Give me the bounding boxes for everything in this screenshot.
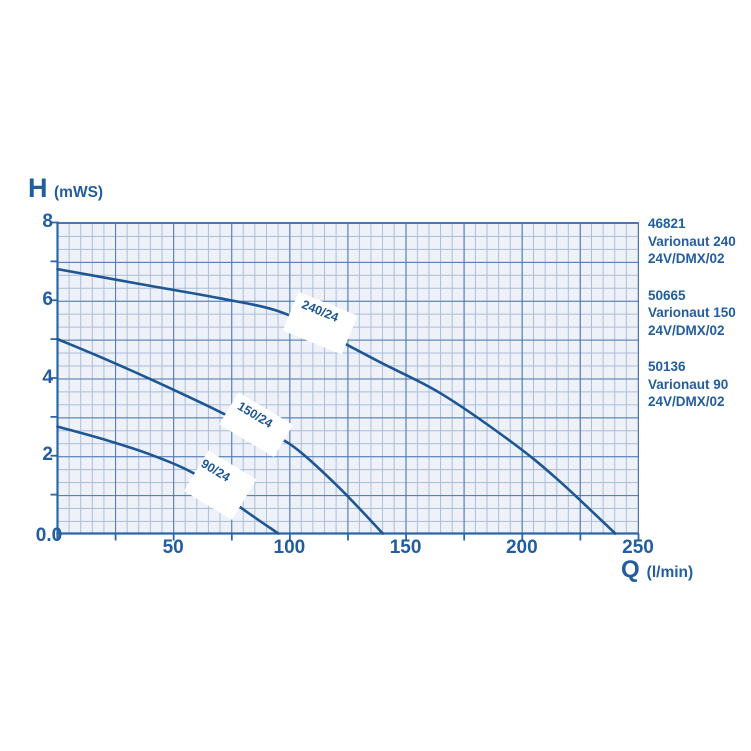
origin-tick-label: 0.0 <box>35 525 63 546</box>
plot-area <box>57 222 639 534</box>
legend-item-variant: 24V/DMX/02 <box>648 251 725 266</box>
legend-item-name: Varionaut 150 <box>648 305 736 320</box>
legend-item-code: 50136 <box>648 359 686 374</box>
legend-item-varionaut-240: 46821 Varionaut 240 24V/DMX/02 <box>648 215 750 268</box>
y-axis-symbol: H <box>28 173 48 203</box>
legend-item-name: Varionaut 90 <box>648 376 729 392</box>
legend-item-code: 46821 <box>648 216 686 231</box>
legend-item-varionaut-150: 50665 Varionaut 150 24V/DMX/02 <box>648 287 750 340</box>
legend: 46821 Varionaut 240 24V/DMX/02 50665 Var… <box>648 215 750 430</box>
legend-item-varionaut-90: 50136 Varionaut 90 24V/DMX/02 <box>648 358 750 411</box>
y-tick-label: 8 <box>42 211 53 232</box>
y-tick-label: 2 <box>42 444 53 466</box>
y-tick-label: 4 <box>42 366 53 388</box>
y-axis-unit: (mWS) <box>54 184 104 201</box>
legend-item-variant: 24V/DMX/02 <box>648 394 725 409</box>
legend-item-code: 50665 <box>648 287 686 303</box>
x-tick-label: 100 <box>273 537 306 558</box>
x-tick-label: 200 <box>505 537 538 558</box>
legend-item-name: Varionaut 240 <box>648 233 736 249</box>
x-axis-title: Q (l/min) <box>621 556 693 584</box>
y-tick-label: 6 <box>42 288 53 310</box>
y-axis-title: H (mWS) <box>28 173 103 204</box>
x-tick-label: 50 <box>162 537 184 558</box>
x-tick-label: 250 <box>622 537 654 558</box>
x-axis-unit: (l/min) <box>646 564 694 581</box>
legend-item-variant: 24V/DMX/02 <box>648 322 725 338</box>
x-tick-label: 150 <box>389 537 422 558</box>
x-axis-symbol: Q <box>621 556 640 583</box>
